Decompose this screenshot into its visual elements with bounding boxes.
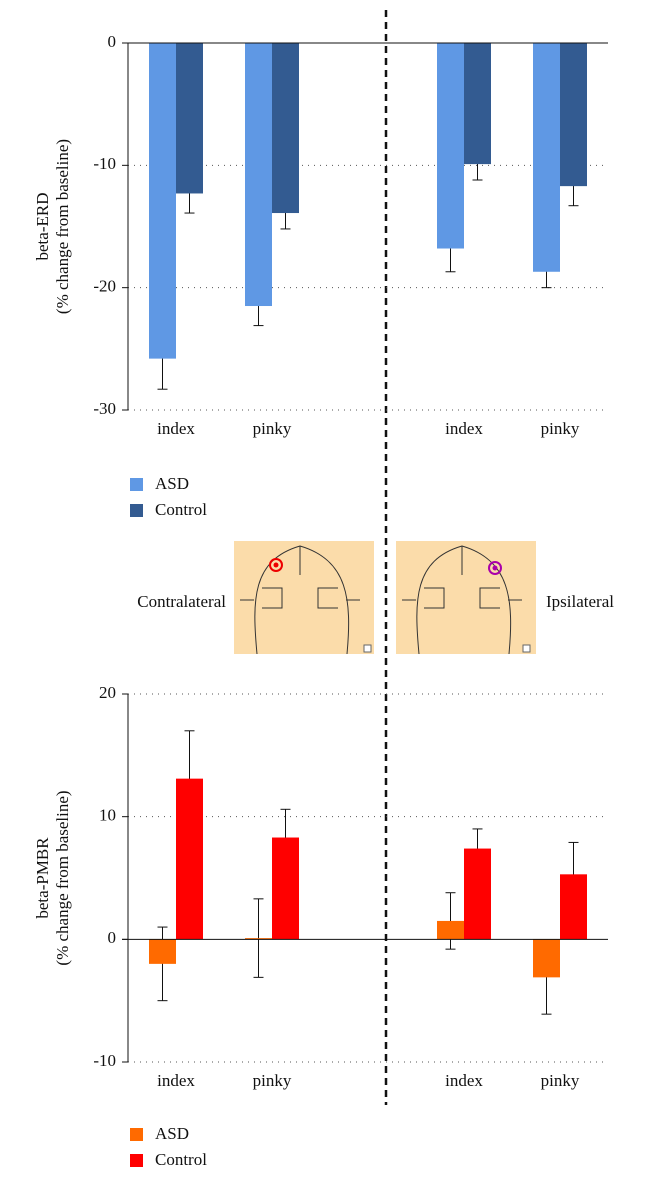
y-tick-label: 0 — [108, 32, 117, 51]
bar — [560, 43, 587, 187]
bar — [533, 939, 560, 978]
annotation: Contralateral — [137, 592, 226, 611]
annotation: Ipsilateral — [546, 592, 614, 611]
y-tick-label: -20 — [93, 277, 116, 296]
legend-label: Control — [155, 500, 207, 519]
bar — [464, 848, 491, 940]
y-tick-label: 0 — [108, 928, 117, 947]
bar — [437, 43, 464, 249]
bar — [149, 43, 176, 359]
x-tick-label: index — [445, 1071, 483, 1090]
bar — [533, 43, 560, 272]
bar-chart: 0 -10 -20 -30 beta-ERD (% change from baselin… — [33, 32, 608, 519]
x-tick-label: index — [445, 419, 483, 438]
y-axis-label: beta-PMBR — [33, 837, 52, 919]
error-bar — [157, 926, 168, 1002]
x-tick-label: index — [157, 1071, 195, 1090]
y-tick-label: -10 — [93, 154, 116, 173]
bar — [560, 874, 587, 940]
legend-swatch — [130, 1128, 143, 1141]
legend-swatch — [130, 1154, 143, 1167]
bar — [437, 920, 464, 940]
bar — [149, 939, 176, 964]
y-tick-label: 10 — [99, 806, 116, 825]
x-tick-label: pinky — [253, 419, 292, 438]
y-tick-label: 20 — [99, 683, 116, 702]
y-tick-label: -30 — [93, 399, 116, 418]
bar — [176, 778, 203, 940]
y-tick-label: -10 — [93, 1051, 116, 1070]
bar — [464, 43, 491, 165]
bar — [176, 43, 203, 194]
x-tick-label: pinky — [541, 1071, 580, 1090]
bar — [245, 938, 272, 940]
legend-swatch — [130, 478, 143, 491]
bar-chart: 20 10 0 -10 beta-PMBR (% change from baseline… — [33, 683, 608, 1169]
legend-swatch — [130, 504, 143, 517]
bar — [272, 837, 299, 940]
x-tick-label: index — [157, 419, 195, 438]
y-axis-label: (% change from baseline) — [53, 139, 72, 314]
y-axis-label: beta-ERD — [33, 193, 52, 261]
bar — [245, 43, 272, 307]
head-diagram — [234, 541, 374, 655]
bar — [272, 43, 299, 214]
legend-label: ASD — [155, 1124, 189, 1143]
legend-label: ASD — [155, 474, 189, 493]
y-axis-label: (% change from baseline) — [53, 790, 72, 965]
legend-label: Control — [155, 1150, 207, 1169]
x-tick-label: pinky — [541, 419, 580, 438]
head-diagram — [396, 541, 536, 655]
x-tick-label: pinky — [253, 1071, 292, 1090]
